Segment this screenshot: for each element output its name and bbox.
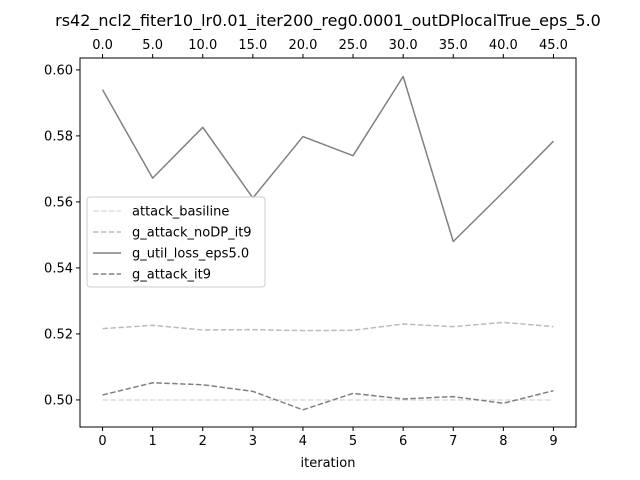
top-x-tick-label: 0.0 [92, 38, 113, 53]
x-tick-label: 1 [149, 434, 157, 449]
legend-label: attack_basiline [132, 205, 229, 220]
top-x-tick-label: 35.0 [439, 38, 468, 53]
legend-box [86, 196, 266, 288]
plot-area: 0 1 2 3 4 5 6 7 8 9 0.0 5.0 10.0 15.0 20.0 25.0 30.0 35.0… [44, 38, 577, 449]
top-x-tick-label: 15.0 [238, 38, 267, 53]
series-line-3 [102, 382, 554, 411]
top-x-tick-label: 40.0 [489, 38, 518, 53]
top-x-tick-label: 10.0 [188, 38, 217, 53]
y-tick-label: 0.56 [44, 195, 73, 210]
y-tick-label: 0.50 [44, 393, 73, 408]
top-x-tick-label: 25.0 [339, 38, 368, 53]
series-line-1 [102, 321, 554, 332]
legend-label: g_attack_it9 [132, 268, 211, 283]
x-tick-label: 7 [449, 434, 457, 449]
top-x-tick-label: 20.0 [288, 38, 317, 53]
top-x-tick-label: 30.0 [389, 38, 418, 53]
y-tick-label: 0.54 [44, 261, 73, 276]
series-line-2 [101, 75, 554, 243]
x-tick-label: 3 [249, 434, 257, 449]
y-tick-label: 0.52 [44, 327, 73, 342]
x-tick-label: 4 [299, 434, 307, 449]
x-tick-label: 0 [98, 434, 106, 449]
x-axis-label: iteration [301, 456, 356, 471]
x-tick-label: 6 [399, 434, 407, 449]
x-tick-label: 2 [199, 434, 207, 449]
legend-label: g_attack_noDP_it9 [132, 226, 252, 241]
x-tick-label: 8 [499, 434, 507, 449]
x-tick-label: 9 [549, 434, 557, 449]
y-tick-label: 0.58 [44, 129, 73, 144]
y-tick-label: 0.60 [44, 63, 73, 78]
legend-label: g_util_loss_eps5.0 [132, 247, 249, 262]
chart-title: rs42_ncl2_fiter10_lr0.01_iter200_reg0.00… [55, 11, 601, 31]
top-x-tick-label: 45.0 [539, 38, 568, 53]
plot-frame [79, 57, 577, 428]
x-tick-label: 5 [349, 434, 357, 449]
top-x-tick-label: 5.0 [142, 38, 163, 53]
